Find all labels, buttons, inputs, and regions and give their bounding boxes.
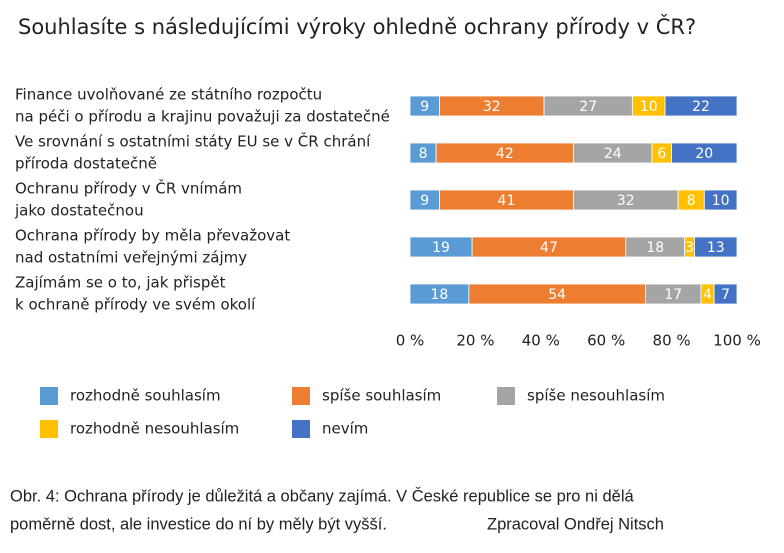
data-label: 10 bbox=[640, 99, 658, 115]
data-label: 10 bbox=[712, 193, 730, 209]
bar-segment bbox=[713, 283, 738, 305]
data-label: 18 bbox=[646, 240, 664, 256]
category-label: příroda dostatečně bbox=[15, 155, 157, 173]
data-label: 6 bbox=[657, 146, 666, 162]
data-label: 22 bbox=[692, 99, 710, 115]
data-label: 17 bbox=[664, 287, 682, 303]
data-label: 42 bbox=[496, 146, 514, 162]
x-tick-label: 80 % bbox=[653, 332, 691, 350]
caption: Obr. 4: Ochrana přírody je důležitá a ob… bbox=[10, 486, 634, 505]
bar-segment bbox=[671, 142, 738, 164]
data-label: 8 bbox=[419, 146, 428, 162]
data-label: 47 bbox=[540, 240, 558, 256]
data-label: 8 bbox=[687, 193, 696, 209]
data-label: 54 bbox=[548, 287, 566, 303]
legend-swatch bbox=[40, 420, 58, 438]
data-label: 7 bbox=[721, 287, 730, 303]
legend-swatch bbox=[497, 387, 515, 405]
bar-segment bbox=[694, 236, 738, 258]
data-label: 19 bbox=[432, 240, 450, 256]
data-label: 32 bbox=[617, 193, 635, 209]
legend-swatch bbox=[292, 420, 310, 438]
credit: Zpracoval Ondřej Nitsch bbox=[487, 515, 664, 533]
category-label: Finance uvolňované ze státního rozpočtu bbox=[15, 86, 322, 104]
category-label: Zajímám se o to, jak přispět bbox=[15, 274, 226, 292]
data-label: 4 bbox=[703, 287, 712, 303]
x-tick-label: 100 % bbox=[713, 332, 761, 350]
category-label: nad ostatními veřejnými zájmy bbox=[15, 249, 247, 267]
legend-label: rozhodně souhlasím bbox=[70, 387, 221, 405]
chart-title: Souhlasíte s následujícími výroky ohledn… bbox=[18, 14, 696, 39]
bar-segment bbox=[703, 189, 738, 211]
x-tick-label: 40 % bbox=[522, 332, 560, 350]
caption: poměrně dost, ale investice do ní by měl… bbox=[10, 515, 387, 533]
data-label: 3 bbox=[685, 240, 694, 256]
x-tick-label: 20 % bbox=[456, 332, 494, 350]
category-label: na péči o přírodu a krajinu považuji za … bbox=[15, 108, 390, 126]
data-label: 20 bbox=[695, 146, 713, 162]
category-label: k ochraně přírody ve svém okolí bbox=[15, 296, 256, 314]
legend-label: spíše souhlasím bbox=[322, 387, 441, 405]
data-label: 27 bbox=[579, 99, 597, 115]
category-label: jako dostatečnou bbox=[14, 202, 144, 220]
data-label: 9 bbox=[420, 99, 429, 115]
legend-swatch bbox=[292, 387, 310, 405]
data-label: 18 bbox=[431, 287, 449, 303]
legend-label: rozhodně nesouhlasím bbox=[70, 420, 239, 438]
x-tick-label: 60 % bbox=[587, 332, 625, 350]
data-label: 13 bbox=[707, 240, 725, 256]
bar-segment bbox=[664, 95, 738, 117]
category-label: Ochrana přírody by měla převažovat bbox=[15, 227, 290, 245]
legend-swatch bbox=[40, 387, 58, 405]
data-label: 41 bbox=[498, 193, 516, 209]
category-label: Ochranu přírody v ČR vnímám bbox=[15, 179, 242, 198]
category-label: Ve srovnání s ostatními státy EU se v ČR… bbox=[15, 132, 371, 151]
data-label: 32 bbox=[483, 99, 501, 115]
legend-label: spíše nesouhlasím bbox=[527, 387, 665, 405]
data-label: 9 bbox=[420, 193, 429, 209]
legend-label: nevím bbox=[322, 420, 368, 438]
x-tick-label: 0 % bbox=[396, 332, 425, 350]
data-label: 24 bbox=[604, 146, 622, 162]
